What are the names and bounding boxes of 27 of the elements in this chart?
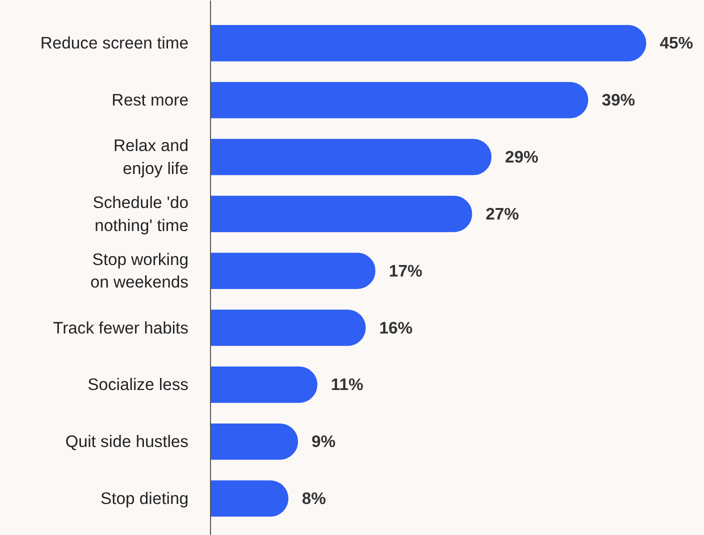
bar [210, 196, 472, 232]
bar [210, 423, 298, 460]
y-tick-label: Stop dieting [100, 489, 189, 508]
data-label: 17% [388, 261, 422, 280]
data-label: 9% [312, 432, 336, 452]
data-label: 16% [379, 318, 413, 338]
y-tick-label: Reduce screen time [40, 34, 189, 53]
data-label: 45% [660, 34, 694, 53]
bar [210, 480, 288, 517]
bar [210, 252, 376, 289]
y-tick-label: Socialize less [88, 375, 188, 394]
bar [210, 366, 318, 403]
bar [210, 138, 492, 176]
bar [210, 82, 588, 118]
y-tick-label: Rest more [112, 90, 189, 110]
data-label: 27% [486, 204, 520, 224]
data-label: 29% [504, 148, 539, 167]
bar [210, 25, 646, 62]
y-tick-label: Track fewer habits [53, 318, 189, 338]
y-tick-label: Stop working on weekends [90, 250, 189, 292]
y-tick-label: Quit side hustles [65, 432, 189, 452]
y-tick-label: Schedule 'do nothing' time [92, 193, 189, 235]
data-label: 39% [602, 90, 636, 110]
bar [210, 310, 366, 346]
y-tick-label: Relax and enjoy life [114, 136, 189, 178]
data-label: 11% [330, 375, 364, 394]
data-label: 8% [302, 489, 326, 508]
